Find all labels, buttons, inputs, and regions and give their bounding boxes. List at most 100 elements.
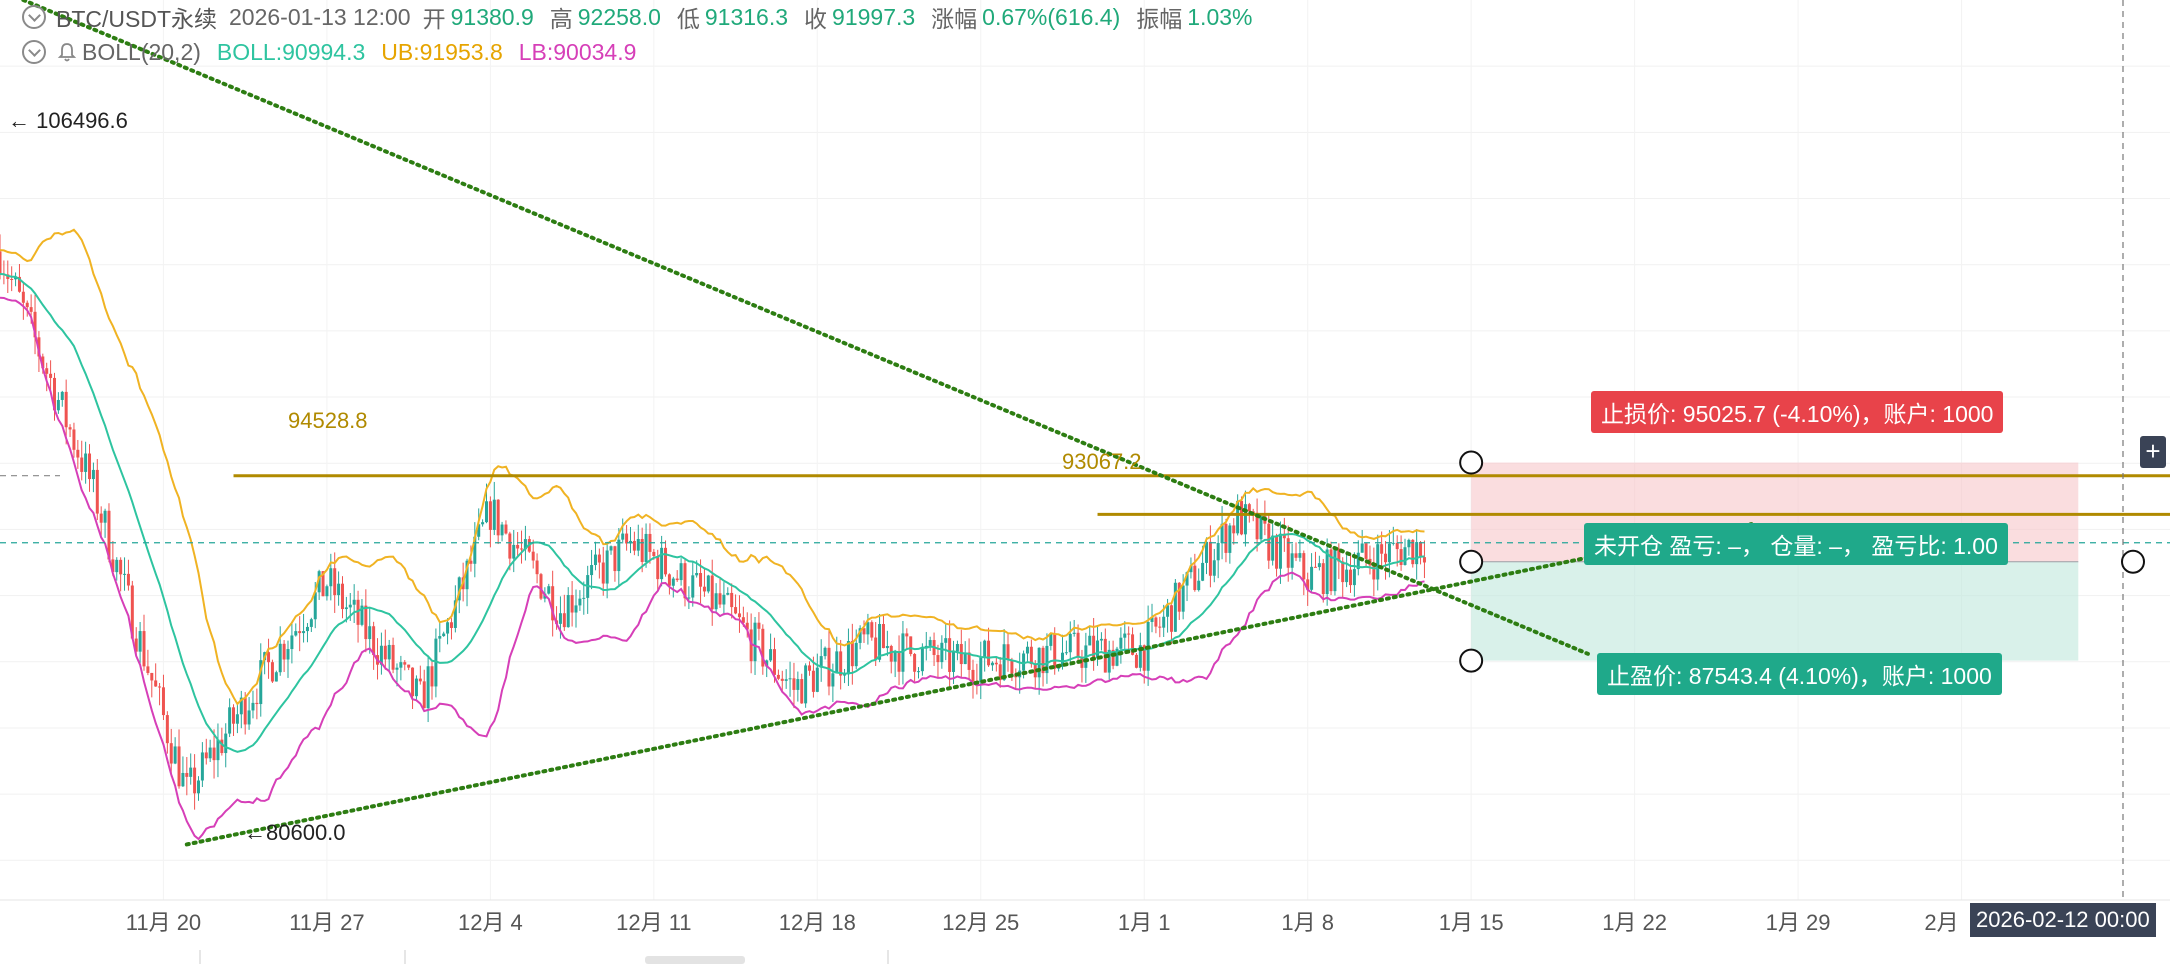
level-label-2: 93067.2: [1062, 449, 1142, 474]
candle-body: [364, 605, 368, 640]
candle-body: [1205, 541, 1209, 563]
candle-body: [126, 573, 130, 586]
candle-body: [1349, 569, 1353, 586]
symbol-label: BTC/USDT永续: [56, 6, 217, 32]
candle-body: [426, 666, 430, 709]
candle-body: [17, 276, 21, 292]
bell-icon[interactable]: [56, 41, 78, 63]
candle-body: [196, 780, 200, 794]
candle-body: [1201, 562, 1205, 581]
candle-body: [305, 626, 309, 632]
candle-body: [173, 746, 177, 764]
take-profit-label[interactable]: 止盈价: 87543.4 (4.10%)，账户: 1000: [1597, 653, 2002, 695]
candle-body: [1310, 566, 1314, 590]
candle-body: [1337, 548, 1341, 562]
x-tick-label: 1月 29: [1766, 910, 1831, 935]
candle-body: [1333, 548, 1337, 592]
candle-body: [1341, 561, 1345, 583]
candle-body: [784, 679, 788, 681]
candle-body: [1029, 646, 1033, 665]
high-marker-value: 106496.6: [36, 108, 128, 133]
candle-body: [243, 697, 247, 725]
candle-body: [477, 524, 481, 537]
candle-body: [14, 276, 18, 280]
candle-body: [1099, 638, 1103, 641]
candle-body: [1197, 580, 1201, 591]
candle-body: [687, 597, 691, 599]
candle-body: [1415, 542, 1419, 565]
candle-body: [1131, 634, 1135, 655]
candle-body: [411, 667, 415, 697]
candle-body: [1275, 535, 1279, 569]
candle-body: [617, 539, 621, 572]
candle-body: [800, 679, 804, 704]
candle-body: [823, 647, 827, 657]
candle-body: [21, 291, 25, 303]
candle-body: [979, 657, 983, 683]
candle-body: [971, 669, 975, 682]
candle-body: [916, 671, 920, 673]
candle-body: [835, 651, 839, 674]
candle-body: [1243, 504, 1247, 535]
candle-body: [850, 641, 854, 667]
candle-body: [547, 586, 551, 594]
candle-body: [150, 672, 154, 681]
candle-body: [313, 592, 317, 620]
candle-body: [757, 622, 761, 629]
candle-body: [165, 715, 169, 744]
low-label: 低: [676, 6, 700, 32]
candle-body: [520, 548, 524, 550]
trendline-2: [184, 522, 1754, 847]
add-button[interactable]: +: [2140, 436, 2166, 468]
x-tick-label: 12月 4: [458, 910, 523, 935]
indicator-header: BOLL(20,2) BOLL:90994.3 UB:91953.8 LB:90…: [0, 35, 636, 69]
open-label: 开: [422, 6, 446, 32]
x-tick-label: 12月 25: [942, 910, 1019, 935]
candle-body: [726, 592, 730, 595]
level-label-1: 94528.8: [288, 408, 368, 433]
candle-body: [1212, 560, 1216, 576]
candle-body: [286, 649, 290, 660]
candle-body: [383, 645, 387, 660]
candle-body: [274, 672, 278, 682]
candle-body: [37, 337, 41, 357]
candle-body: [578, 598, 582, 606]
amplitude-label: 振幅: [1136, 6, 1183, 32]
candle-body: [161, 687, 165, 716]
position-status-label[interactable]: 未开仓 盈亏: –， 仓量: –， 盈亏比: 1.00: [1584, 523, 2008, 565]
candle-body: [963, 652, 967, 665]
candle-body: [730, 592, 734, 608]
candle-body: [235, 714, 239, 724]
candle-body: [1387, 543, 1391, 563]
candle-body: [831, 673, 835, 687]
candle-body: [948, 638, 952, 672]
x-tick-label: 11月 27: [289, 910, 364, 935]
candle-body: [492, 499, 496, 530]
candle-body: [403, 662, 407, 665]
candle-body: [819, 656, 823, 668]
candle-body: [1092, 635, 1096, 659]
candle-body: [788, 678, 792, 680]
candle-body: [1072, 632, 1076, 634]
candle-body: [1360, 543, 1364, 553]
candle-body: [920, 647, 924, 672]
candle-body: [251, 702, 255, 711]
candle-body: [438, 636, 442, 639]
candle-body: [671, 578, 675, 586]
candle-body: [862, 628, 866, 635]
collapse-indicator-icon[interactable]: [22, 40, 46, 64]
candle-body: [356, 599, 360, 625]
candle-body: [593, 554, 597, 566]
candle-body: [68, 427, 72, 430]
stop-loss-label[interactable]: 止损价: 95025.7 (-4.10%)，账户: 1000: [1591, 391, 2004, 433]
collapse-icon[interactable]: [22, 5, 46, 29]
candle-body: [103, 510, 107, 523]
candle-body: [1271, 535, 1275, 561]
candle-body: [722, 594, 726, 605]
trendline-1: [21, 0, 1590, 656]
candle-body: [621, 533, 625, 540]
candle-body: [613, 546, 617, 572]
candle-body: [893, 652, 897, 662]
candle-body: [885, 645, 889, 649]
